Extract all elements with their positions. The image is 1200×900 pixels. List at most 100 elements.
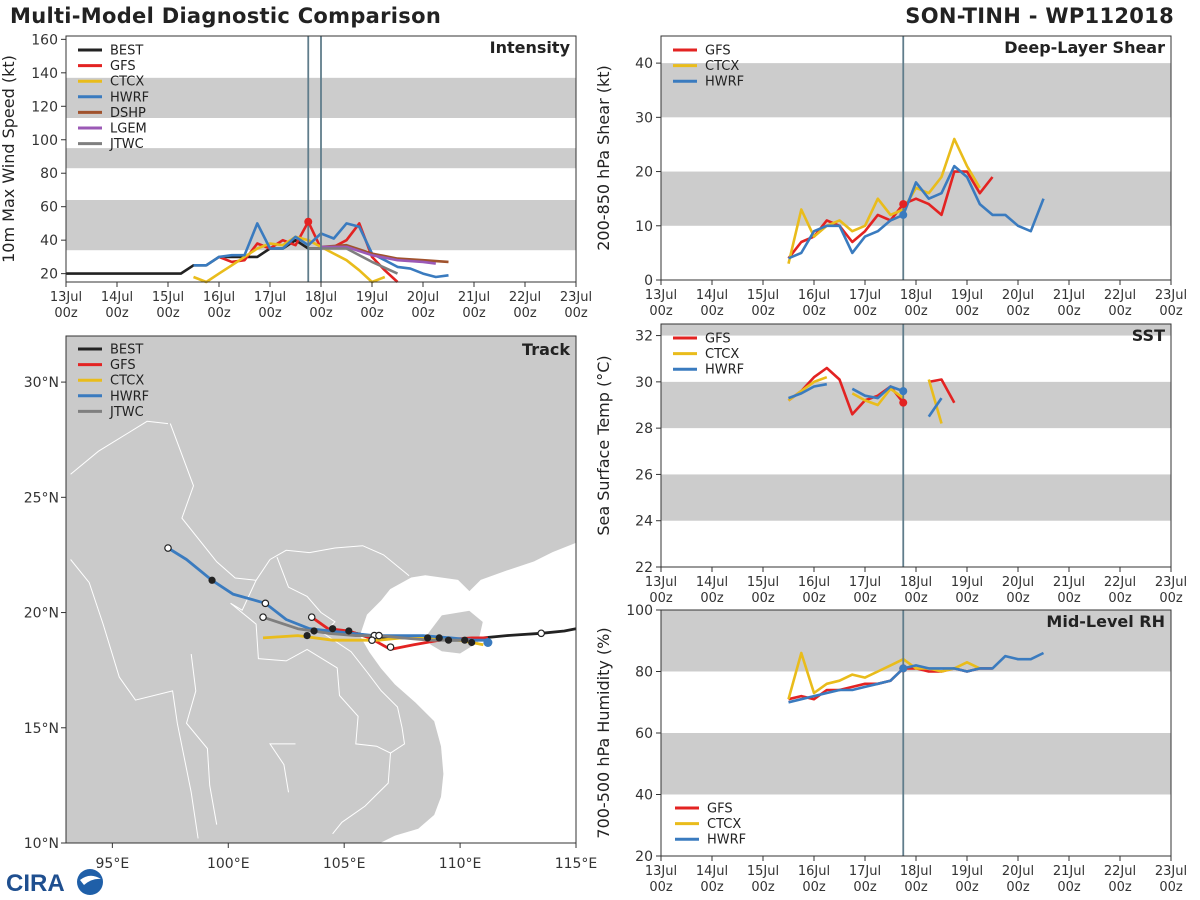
x-tick-label-hour: 00z bbox=[1159, 304, 1183, 319]
y-tick-label: 120 bbox=[31, 99, 58, 115]
x-tick-label-hour: 00z bbox=[853, 880, 877, 895]
y-tick-label: 30 bbox=[635, 110, 653, 126]
legend-label-ctcx: CTCX bbox=[705, 59, 739, 74]
track-point-filled bbox=[310, 627, 318, 635]
intensity-panel: 2040608010012014016013Jul00z14Jul00z15Ju… bbox=[0, 32, 592, 321]
y-tick-label: 20 bbox=[40, 267, 58, 283]
panel-title: Deep-Layer Shear bbox=[1004, 38, 1165, 57]
y-tick-label: 40 bbox=[635, 56, 653, 72]
y-tick-label: 140 bbox=[31, 66, 58, 82]
x-tick-label-hour: 00z bbox=[649, 591, 673, 606]
series-line-hwrf bbox=[927, 397, 943, 418]
series-line-jtwc bbox=[308, 247, 399, 275]
x-tick-label-day: 14Jul bbox=[101, 290, 133, 305]
x-tick-label-day: 19Jul bbox=[951, 864, 983, 879]
x-tick-label-day: 13Jul bbox=[50, 290, 82, 305]
y-tick-label: 20 bbox=[635, 849, 653, 865]
y-tick-label: 25°N bbox=[24, 490, 59, 506]
threshold-band bbox=[661, 733, 1171, 795]
x-tick-label-day: 20Jul bbox=[1002, 288, 1034, 303]
series-line-hwrf bbox=[788, 651, 1045, 704]
x-tick-label-hour: 00z bbox=[513, 306, 537, 321]
threshold-band bbox=[661, 610, 1171, 672]
plot-background bbox=[661, 324, 1171, 567]
x-tick-label-hour: 00z bbox=[904, 591, 928, 606]
x-tick-label-day: 20Jul bbox=[407, 290, 439, 305]
x-tick-label-day: 16Jul bbox=[798, 864, 830, 879]
x-tick-label-day: 14Jul bbox=[696, 575, 728, 590]
x-tick-label-day: 17Jul bbox=[849, 864, 881, 879]
threshold-band bbox=[661, 474, 1171, 521]
track-point-filled bbox=[424, 634, 432, 642]
x-tick-label-hour: 00z bbox=[700, 304, 724, 319]
analysis-point-gfs bbox=[304, 217, 313, 226]
x-tick-label-hour: 00z bbox=[1057, 304, 1081, 319]
x-tick-label-hour: 00z bbox=[751, 591, 775, 606]
x-tick-label-day: 19Jul bbox=[951, 288, 983, 303]
series-line-ctcx bbox=[851, 387, 905, 407]
y-tick-label: 40 bbox=[635, 788, 653, 804]
y-tick-label: 100 bbox=[626, 603, 653, 619]
y-tick-label: 28 bbox=[635, 421, 653, 437]
legend-label-gfs: GFS bbox=[707, 802, 733, 817]
x-tick-label-hour: 00z bbox=[955, 880, 979, 895]
x-tick-label-hour: 00z bbox=[802, 304, 826, 319]
cira-swirl-icon bbox=[80, 875, 101, 885]
x-tick-label-day: 18Jul bbox=[305, 290, 337, 305]
x-tick-label-hour: 00z bbox=[853, 591, 877, 606]
country-border bbox=[230, 602, 392, 835]
y-tick-label: 160 bbox=[31, 32, 58, 48]
cira-globe-icon bbox=[77, 869, 103, 895]
series-line-gfs bbox=[928, 378, 956, 404]
x-tick-label: 105°E bbox=[323, 856, 366, 872]
track-point-filled bbox=[208, 576, 216, 584]
legend-label-gfs: GFS bbox=[110, 358, 136, 373]
x-tick-label-hour: 00z bbox=[1006, 304, 1030, 319]
x-tick-label-hour: 00z bbox=[207, 306, 231, 321]
track-point-filled bbox=[345, 627, 353, 635]
x-tick-label-day: 22Jul bbox=[1104, 864, 1136, 879]
x-tick-label-day: 17Jul bbox=[849, 288, 881, 303]
series-line-lgem bbox=[321, 245, 436, 265]
panel-title: SST bbox=[1132, 326, 1165, 345]
legend-label-lgem: LGEM bbox=[110, 122, 147, 137]
country-border bbox=[185, 653, 218, 825]
track-point-open bbox=[261, 599, 270, 608]
x-tick-label-hour: 00z bbox=[1108, 591, 1132, 606]
storm-id-title: SON-TINH - WP112018 bbox=[905, 4, 1174, 28]
y-tick-label: 30°N bbox=[24, 375, 59, 391]
x-tick-label-hour: 00z bbox=[1006, 591, 1030, 606]
track-point-open bbox=[368, 636, 376, 645]
x-tick-label-day: 23Jul bbox=[560, 290, 592, 305]
x-tick-label-day: 20Jul bbox=[1002, 575, 1034, 590]
y-tick-label: 15°N bbox=[24, 721, 59, 737]
x-tick-label-day: 20Jul bbox=[1002, 864, 1034, 879]
analysis-point-hwrf bbox=[899, 387, 908, 396]
y-tick-label: 80 bbox=[40, 166, 58, 182]
x-tick-label-day: 16Jul bbox=[798, 575, 830, 590]
x-tick-label-day: 19Jul bbox=[356, 290, 388, 305]
x-tick-label-hour: 00z bbox=[751, 880, 775, 895]
track-point-open bbox=[259, 613, 267, 621]
cira-logo: CIRA bbox=[6, 869, 103, 897]
x-tick-label-hour: 00z bbox=[904, 880, 928, 895]
y-axis-label: Sea Surface Temp (°C) bbox=[594, 355, 613, 535]
y-tick-label: 20 bbox=[635, 165, 653, 181]
x-tick-label-day: 21Jul bbox=[1053, 864, 1085, 879]
x-tick-label-hour: 00z bbox=[802, 591, 826, 606]
analysis-point-hwrf bbox=[899, 664, 908, 673]
y-tick-label: 80 bbox=[635, 665, 653, 681]
x-tick-label-day: 18Jul bbox=[900, 575, 932, 590]
threshold-band bbox=[661, 63, 1171, 118]
plot-frame bbox=[65, 335, 577, 844]
legend-label-hwrf: HWRF bbox=[705, 363, 744, 378]
track-point-open bbox=[164, 544, 172, 552]
legend-label-ctcx: CTCX bbox=[110, 75, 144, 90]
x-tick-label-hour: 00z bbox=[1057, 880, 1081, 895]
x-tick-label-day: 15Jul bbox=[152, 290, 184, 305]
x-tick-label-hour: 00z bbox=[411, 306, 435, 321]
x-tick-label-hour: 00z bbox=[751, 304, 775, 319]
track-point-filled bbox=[461, 636, 469, 644]
x-tick-label-day: 14Jul bbox=[696, 288, 728, 303]
y-axis-label: 10m Max Wind Speed (kt) bbox=[0, 55, 18, 263]
